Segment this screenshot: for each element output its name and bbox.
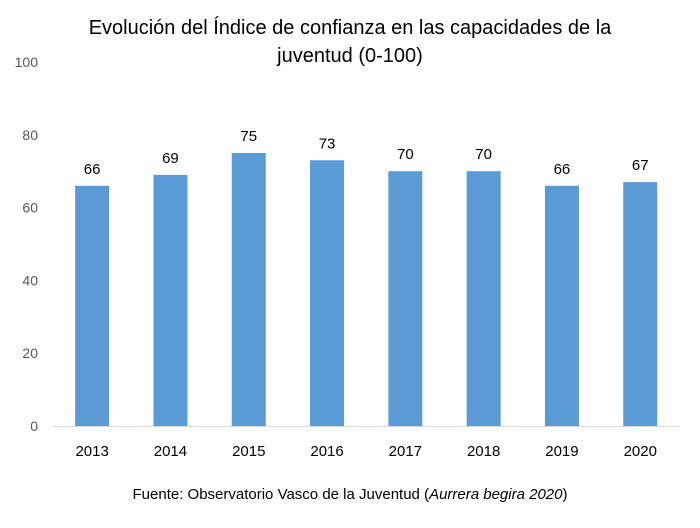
bar-2013 [75, 185, 110, 426]
bar-2014 [153, 174, 188, 426]
x-tick-label: 2015 [232, 443, 265, 460]
data-label-2016: 73 [319, 135, 336, 152]
y-tick-label: 40 [22, 272, 38, 288]
y-tick-label: 80 [22, 127, 38, 143]
bar-2020 [623, 182, 658, 426]
source-prefix: Fuente: Observatorio Vasco de la Juventu… [132, 486, 430, 503]
y-tick-label: 60 [22, 200, 38, 216]
data-label-2017: 70 [397, 146, 414, 163]
bar-2019 [544, 185, 579, 426]
chart-title: Evolución del Índice de confianza en las… [88, 17, 612, 67]
source-note: Fuente: Observatorio Vasco de la Juventu… [0, 486, 700, 503]
bar-2018 [466, 171, 501, 426]
data-label-2018: 70 [475, 146, 492, 163]
x-tick-label: 2013 [75, 443, 108, 460]
bar-2016 [310, 160, 345, 426]
x-tick-label: 2019 [545, 443, 578, 460]
x-tick-label: 2018 [467, 443, 500, 460]
data-label-2015: 75 [240, 128, 257, 145]
data-label-2019: 66 [554, 161, 571, 178]
x-tick-label: 2016 [310, 443, 343, 460]
data-label-2013: 66 [84, 161, 101, 178]
x-tick-label: 2017 [389, 443, 422, 460]
x-tick-label: 2020 [624, 443, 657, 460]
bar-2015 [231, 153, 266, 426]
y-tick-label: 100 [15, 54, 39, 70]
y-tick-label: 0 [30, 418, 38, 434]
source-suffix: ) [562, 486, 568, 503]
data-label-2014: 69 [162, 150, 179, 167]
data-label-2020: 67 [632, 157, 649, 174]
x-tick-label: 2014 [154, 443, 187, 460]
bar-2017 [388, 171, 423, 426]
y-tick-label: 20 [22, 345, 38, 361]
source-italic: Aurrera begira 2020 [429, 486, 563, 503]
